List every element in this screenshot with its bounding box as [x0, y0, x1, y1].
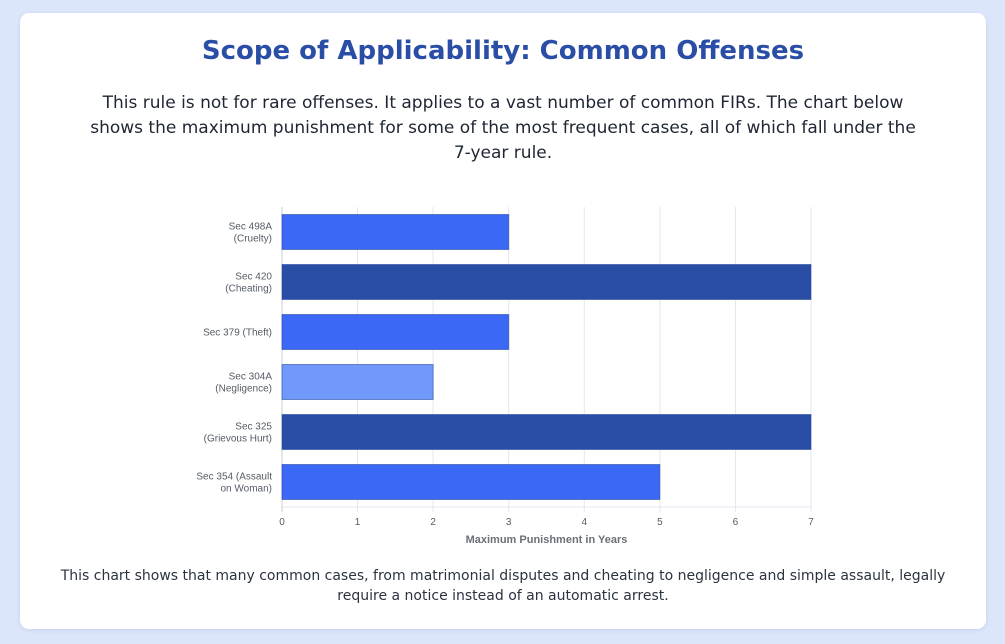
category-label: Sec 420 (Cheating) — [225, 272, 272, 295]
x-tick-label: 0 — [279, 517, 285, 528]
x-tick-label: 5 — [657, 517, 663, 528]
content-card: Scope of Applicability: Common Offenses … — [20, 13, 986, 629]
chart-x-axis-ticks: 0 1 2 3 4 5 6 7 — [279, 517, 814, 528]
category-label: Sec 325 (Grievous Hurt) — [204, 422, 273, 445]
x-tick-label: 4 — [582, 517, 588, 528]
x-tick-label: 3 — [506, 517, 512, 528]
chart-bars — [281, 214, 812, 500]
x-tick-label: 2 — [430, 517, 436, 528]
chart-y-axis-labels: Sec 498A (Cruelty) Sec 420 (Cheating) Sec 37… — [196, 222, 272, 495]
bar — [281, 314, 510, 350]
punishment-bar-chart: Sec 498A (Cruelty) Sec 420 (Cheating) Sec 37… — [196, 207, 814, 546]
x-tick-label: 1 — [355, 517, 361, 528]
chart-grid — [281, 207, 812, 512]
x-tick-label: 7 — [808, 517, 814, 528]
page-title: Scope of Applicability: Common Offenses — [201, 36, 805, 66]
category-label: Sec 379 (Theft) — [203, 328, 272, 339]
category-label: Sec 304A (Negligence) — [215, 372, 272, 395]
bar — [281, 414, 812, 450]
chart-caption: This chart shows that many common cases,… — [60, 568, 946, 604]
bar — [281, 364, 434, 400]
intro-paragraph: This rule is not for rare offenses. It a… — [90, 93, 916, 163]
x-tick-label: 6 — [733, 517, 739, 528]
x-axis-title: Maximum Punishment in Years — [466, 534, 628, 546]
bar — [281, 264, 812, 300]
bar — [281, 464, 661, 500]
category-label: Sec 354 (Assault on Woman) — [196, 472, 272, 495]
category-label: Sec 498A (Cruelty) — [229, 222, 273, 245]
bar — [281, 214, 510, 250]
